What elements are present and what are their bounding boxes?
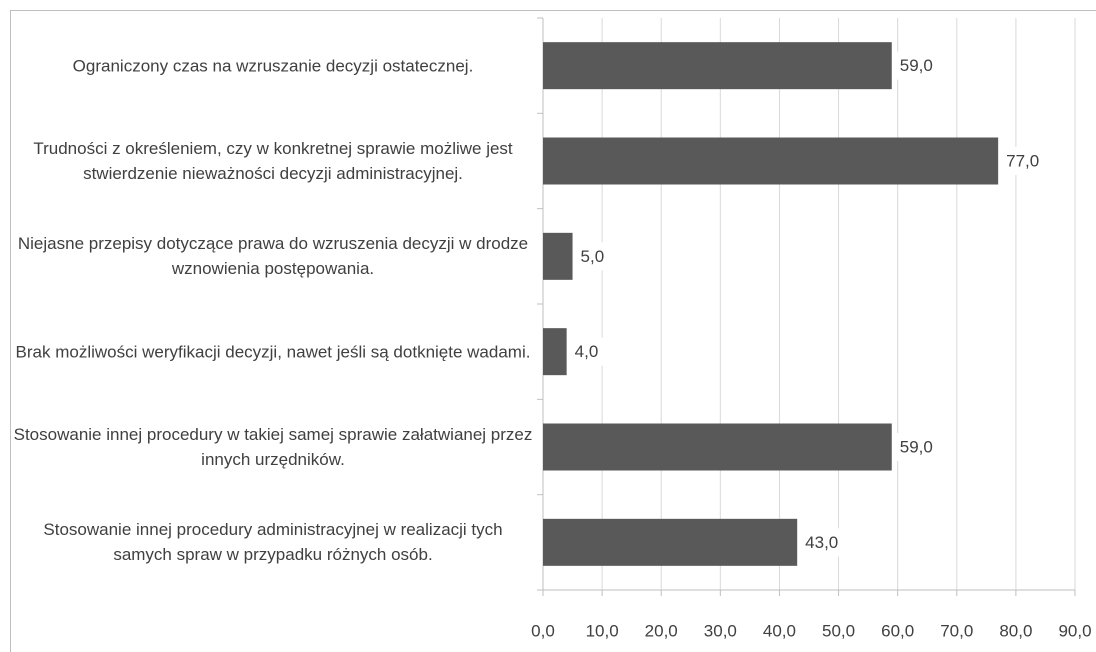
value-label-bg bbox=[799, 528, 845, 557]
x-tick-label: 40,0 bbox=[763, 621, 796, 640]
bar bbox=[543, 423, 892, 471]
chart-border bbox=[10, 10, 1096, 652]
category-label: Stosowanie innej procedury administracyj… bbox=[43, 520, 503, 565]
x-tick-label: 20,0 bbox=[645, 621, 678, 640]
category-label: Stosowanie innej procedury w takiej same… bbox=[13, 425, 533, 469]
value-label: 43,0 bbox=[805, 533, 838, 552]
x-tick-label: 50,0 bbox=[822, 621, 855, 640]
bar bbox=[543, 518, 798, 566]
category-label: Trudności z określeniem, czy w konkretne… bbox=[33, 139, 513, 183]
bar bbox=[543, 232, 573, 280]
x-tick-label: 90,0 bbox=[1058, 621, 1091, 640]
value-label-bg bbox=[568, 337, 605, 366]
x-tick-label: 70,0 bbox=[940, 621, 973, 640]
value-label-bg bbox=[893, 433, 939, 461]
value-label: 4,0 bbox=[575, 342, 599, 361]
bar bbox=[543, 328, 567, 376]
category-label: Niejasne przepisy dotyczące prawa do wzr… bbox=[17, 234, 529, 279]
x-tick-label: 60,0 bbox=[881, 621, 914, 640]
value-label: 59,0 bbox=[900, 437, 933, 456]
value-label-bg bbox=[1000, 147, 1046, 175]
category-label: Brak możliwości weryfikacji decyzji, naw… bbox=[15, 342, 531, 362]
value-label-bg bbox=[574, 242, 611, 271]
x-tick-label: 0,0 bbox=[531, 621, 555, 640]
value-label: 5,0 bbox=[581, 247, 605, 266]
value-label: 77,0 bbox=[1006, 151, 1039, 170]
category-label: Ograniczony czas na wzruszanie decyzji o… bbox=[72, 56, 474, 76]
bar bbox=[543, 42, 892, 90]
bar bbox=[543, 137, 999, 185]
x-tick-label: 10,0 bbox=[586, 621, 619, 640]
x-tick-label: 30,0 bbox=[704, 621, 737, 640]
x-tick-label: 80,0 bbox=[999, 621, 1032, 640]
value-label-bg bbox=[893, 51, 939, 80]
value-label: 59,0 bbox=[900, 56, 933, 75]
